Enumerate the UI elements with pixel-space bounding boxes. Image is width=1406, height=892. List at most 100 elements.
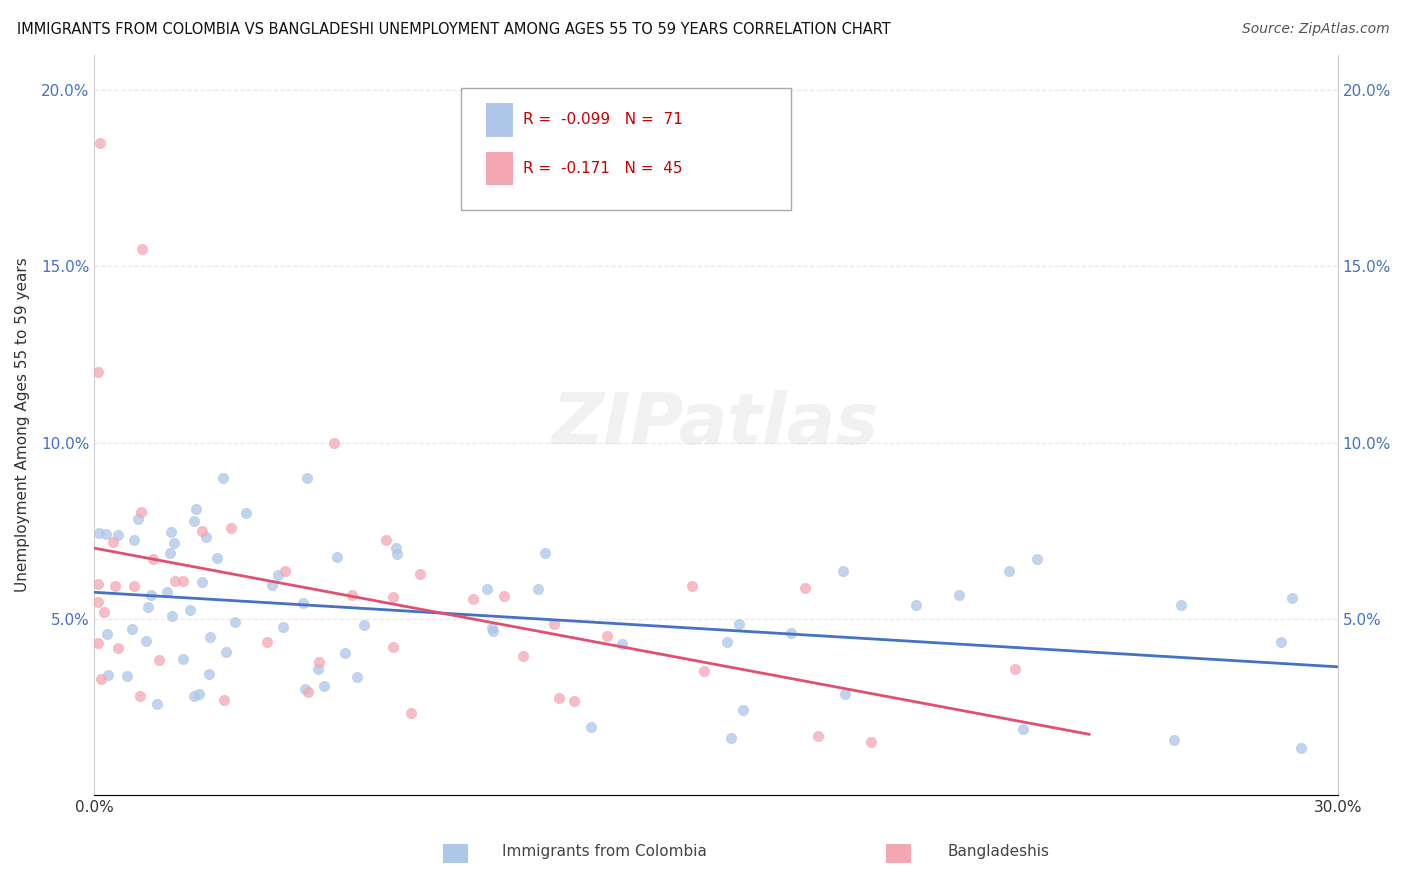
Point xyxy=(129,689,152,703)
Point xyxy=(728,616,751,631)
Point xyxy=(948,588,970,602)
Point xyxy=(326,550,349,565)
Point xyxy=(1163,733,1185,747)
Point xyxy=(155,585,177,599)
Point xyxy=(381,590,404,604)
Point xyxy=(224,615,246,629)
Point xyxy=(101,535,124,549)
Point xyxy=(527,582,550,596)
Point xyxy=(274,564,297,578)
Point xyxy=(266,567,288,582)
Point xyxy=(340,588,363,602)
Point xyxy=(596,629,619,643)
Point xyxy=(692,665,714,679)
Point xyxy=(294,681,316,696)
Point xyxy=(1291,740,1313,755)
Text: R =  -0.099   N =  71: R = -0.099 N = 71 xyxy=(523,112,683,128)
Point xyxy=(271,619,294,633)
FancyBboxPatch shape xyxy=(461,88,790,211)
Point xyxy=(172,574,194,588)
Point xyxy=(834,688,856,702)
Point xyxy=(215,645,238,659)
Point xyxy=(122,533,145,547)
Point xyxy=(807,729,830,743)
Point xyxy=(1004,662,1026,676)
Point xyxy=(131,505,153,519)
Text: Immigrants from Colombia: Immigrants from Colombia xyxy=(502,845,707,859)
Point xyxy=(127,512,149,526)
Point xyxy=(136,600,159,615)
Point xyxy=(187,687,209,701)
Point xyxy=(107,640,129,655)
Point xyxy=(481,621,503,635)
Point xyxy=(142,552,165,566)
Point xyxy=(335,646,357,660)
Point xyxy=(211,471,233,485)
Point xyxy=(1170,598,1192,612)
Point xyxy=(581,720,603,734)
Point xyxy=(548,691,571,706)
Point xyxy=(212,693,235,707)
Point xyxy=(716,634,738,648)
Point xyxy=(93,606,115,620)
Point xyxy=(385,541,408,556)
Point xyxy=(297,471,319,485)
Point xyxy=(998,565,1021,579)
Point xyxy=(475,582,498,596)
Point xyxy=(89,136,111,151)
Point xyxy=(124,579,146,593)
Point xyxy=(382,640,405,654)
Point xyxy=(562,694,585,708)
Point xyxy=(534,546,557,560)
Point xyxy=(353,618,375,632)
Point xyxy=(399,706,422,721)
Point xyxy=(308,655,330,669)
Point xyxy=(131,242,153,256)
Point xyxy=(1012,722,1035,736)
Point xyxy=(107,527,129,541)
Point xyxy=(87,577,110,591)
Point xyxy=(543,616,565,631)
Point xyxy=(205,551,228,566)
Point xyxy=(198,667,221,681)
Point xyxy=(148,653,170,667)
Point xyxy=(346,670,368,684)
Point xyxy=(297,685,319,699)
Point xyxy=(87,636,110,650)
Point xyxy=(860,735,883,749)
Point xyxy=(87,525,110,540)
Point xyxy=(512,649,534,664)
Point xyxy=(1270,634,1292,648)
Point xyxy=(681,579,703,593)
Point xyxy=(160,524,183,539)
Point xyxy=(198,630,221,644)
Point xyxy=(117,668,139,682)
Point xyxy=(314,679,336,693)
Point xyxy=(146,697,169,711)
Point xyxy=(307,662,329,676)
Point xyxy=(292,596,315,610)
Point xyxy=(90,672,112,686)
Point xyxy=(256,635,278,649)
Point xyxy=(94,527,117,541)
Point xyxy=(163,536,186,550)
Point xyxy=(96,667,118,681)
Text: IMMIGRANTS FROM COLOMBIA VS BANGLADESHI UNEMPLOYMENT AMONG AGES 55 TO 59 YEARS C: IMMIGRANTS FROM COLOMBIA VS BANGLADESHI … xyxy=(17,22,890,37)
Point xyxy=(87,595,110,609)
Point xyxy=(160,609,183,624)
Text: Source: ZipAtlas.com: Source: ZipAtlas.com xyxy=(1241,22,1389,37)
Point xyxy=(322,435,344,450)
Point xyxy=(135,634,157,648)
Point xyxy=(235,506,257,520)
Point xyxy=(260,578,283,592)
Point xyxy=(96,626,118,640)
Point xyxy=(191,574,214,589)
Point xyxy=(720,731,742,745)
Point xyxy=(794,581,817,595)
Point xyxy=(780,625,803,640)
Point xyxy=(87,365,110,379)
Point xyxy=(165,574,187,588)
Point xyxy=(139,588,162,602)
Bar xyxy=(486,103,513,136)
Y-axis label: Unemployment Among Ages 55 to 59 years: Unemployment Among Ages 55 to 59 years xyxy=(15,258,30,592)
